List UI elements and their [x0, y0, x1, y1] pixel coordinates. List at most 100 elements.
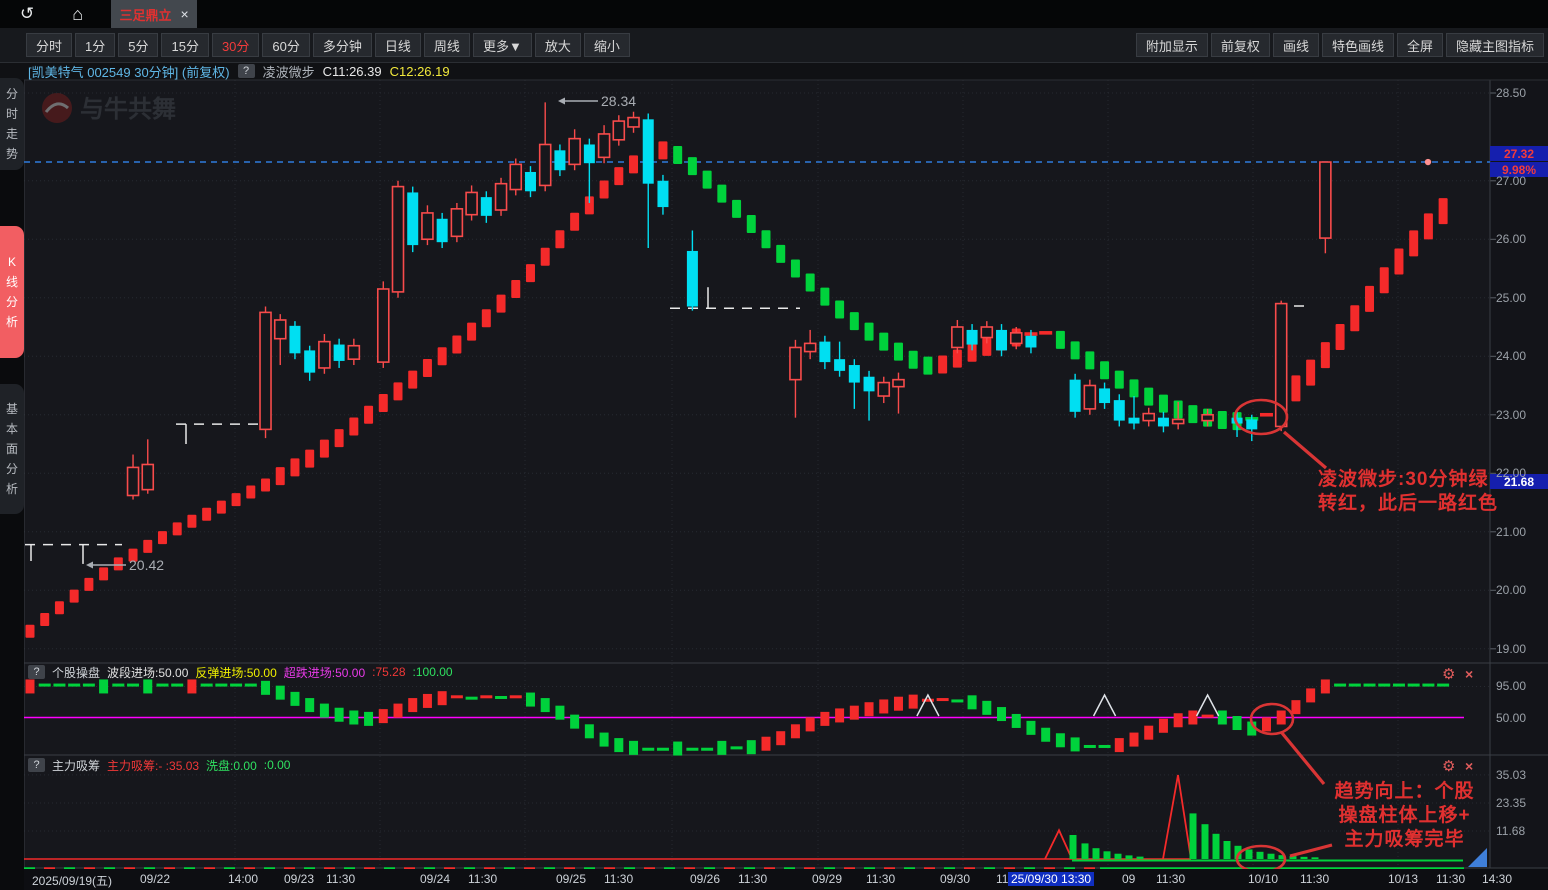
panel-field-p2-1: 洗盘:0.00	[206, 758, 257, 773]
period-button-缩小[interactable]: 缩小	[583, 33, 630, 57]
price-tick-label: 22.00	[1496, 466, 1527, 481]
svg-text:与牛共舞: 与牛共舞	[80, 96, 176, 123]
time-label: 10/10	[1248, 872, 1279, 886]
panel1-axis-label: 50.00	[1496, 710, 1527, 725]
period-button-放大[interactable]: 放大	[534, 33, 581, 57]
tool-button-隐藏主图指标[interactable]: 隐藏主图指标	[1445, 33, 1544, 57]
panel1-settings-gear-icon[interactable]: ⚙	[1442, 666, 1456, 683]
panel-field-p1-1: 反弹进场:50.00	[195, 665, 277, 680]
tool-button-特色画线[interactable]: 特色画线	[1321, 33, 1394, 57]
tool-buttons: 附加显示 前复权 画线 特色画线 全屏 隐藏主图指标	[1135, 33, 1544, 57]
panel-field-p1-2: 超跌进场:50.00	[283, 665, 366, 680]
tab-close-icon[interactable]: ×	[180, 6, 189, 22]
time-label: 09/29	[812, 872, 843, 886]
close-value-2: C12:26.19	[389, 63, 450, 79]
period-button-周线[interactable]: 周线	[423, 33, 470, 57]
time-label: 09/24	[420, 872, 451, 886]
price-tick-label: 26.00	[1496, 232, 1527, 247]
time-label: 10/13	[1388, 872, 1419, 886]
period-button-30分[interactable]: 30分	[211, 33, 260, 57]
panel1-header: ? 个股操盘 波段进场:50.00 反弹进场:50.00 超跌进场:50.00:75…	[28, 664, 453, 680]
time-label: 09/23	[284, 872, 315, 886]
panel2-help-icon[interactable]: ?	[28, 758, 45, 772]
time-label-highlighted: 25/09/30 13:30	[1008, 872, 1095, 886]
current-price-tag: 27.32	[1490, 146, 1548, 161]
home-icon[interactable]: ⌂	[72, 4, 84, 24]
panel2-axis-label: 35.03	[1496, 767, 1527, 782]
time-label: 09/30	[940, 872, 971, 886]
panel2-title: 主力吸筹	[52, 758, 101, 773]
time-label: 11:30	[1436, 872, 1466, 886]
info-bar: [凯美特气 002549 30分钟] (前复权) ? 凌波微步 C11:26.3…	[0, 62, 1548, 80]
time-label: 09/26	[690, 872, 721, 886]
period-button-60分[interactable]: 60分	[262, 33, 310, 57]
panel-field-p2-2: :0.00	[263, 758, 291, 772]
back-icon[interactable]: ↺	[20, 4, 35, 23]
price-tick-label: 28.50	[1496, 86, 1527, 100]
change-percent-tag: 9.98%	[1490, 162, 1548, 177]
price-tick-label: 24.00	[1496, 349, 1527, 364]
panel1-help-icon[interactable]: ?	[28, 665, 45, 679]
stock-symbol: [凯美特气 002549 30分钟] (前复权)	[28, 64, 230, 80]
period-buttons: 分时 1分 5分 15分 30分 60分 多分钟 日线 周线 更多▼ 放大 缩小	[26, 33, 630, 57]
panel-annotation: 趋势向上：个股 操盘柱体上移+ 主力吸筹完毕	[1334, 781, 1475, 850]
panel2-settings-gear-icon[interactable]: ⚙	[1442, 758, 1456, 775]
price-tick-label: 23.00	[1496, 407, 1527, 422]
tool-button-附加显示[interactable]: 附加显示	[1135, 33, 1208, 57]
toolbar: 分时 1分 5分 15分 30分 60分 多分钟 日线 周线 更多▼ 放大 缩小 附加显示 前复权 画线特…	[0, 28, 1548, 63]
tab-sanzudingli[interactable]: 三足鼎立 ×	[111, 0, 198, 28]
tab-title: 三足鼎立	[119, 7, 172, 23]
period-button-分时[interactable]: 分时	[26, 33, 73, 57]
time-label: 11:30	[738, 872, 768, 886]
period-button-1分[interactable]: 1分	[75, 33, 116, 57]
panel1-title: 个股操盘	[52, 665, 101, 680]
panel-field-p1-4: :100.00	[412, 665, 453, 679]
panel2-axis-label: 11.68	[1496, 823, 1526, 838]
time-label: 11:30	[468, 872, 498, 886]
sidebar-tab-基本面分析[interactable]: 基本面分析	[0, 384, 24, 514]
tool-button-前复权[interactable]: 前复权	[1210, 33, 1270, 57]
panel2-close-icon[interactable]: ×	[1465, 758, 1474, 774]
period-button-更多▼[interactable]: 更多▼	[472, 33, 532, 57]
time-label: 14:00	[228, 872, 259, 886]
time-label: 09/22	[140, 872, 171, 886]
panel-field-p2-0: 主力吸筹:- :35.03	[107, 758, 200, 773]
time-label: 11:30	[1300, 872, 1330, 886]
price-tick-label: 21.00	[1496, 524, 1527, 539]
time-label: 2025/09/19(五)	[32, 874, 113, 888]
tool-button-画线[interactable]: 画线	[1272, 33, 1319, 57]
main-chart-annotation: 凌波微步:30分钟绿 转红，此后一路红色	[1318, 469, 1499, 514]
time-label: 09/25	[556, 872, 587, 886]
period-button-15分[interactable]: 15分	[161, 33, 209, 57]
svg-text:20.42: 20.42	[129, 557, 164, 573]
close-value-1: C11:26.39	[322, 63, 382, 79]
price-tick-label: 27.00	[1496, 173, 1527, 188]
time-label: 14:30	[1482, 872, 1513, 886]
panel1-close-icon[interactable]: ×	[1465, 666, 1474, 682]
panel1-axis-label: 95.00	[1496, 679, 1527, 694]
price-tick-label: 19.00	[1496, 641, 1527, 656]
period-button-日线[interactable]: 日线	[374, 33, 421, 57]
time-axis: 2025/09/19(五) 09/22 14:00 09/23 11:30 09/24 11…	[0, 869, 1548, 890]
help-icon[interactable]: ?	[237, 64, 255, 78]
sidebar-tab-分时走势[interactable]: 分时走势	[0, 78, 24, 170]
svg-text:28.34: 28.34	[601, 93, 636, 109]
time-label: 11:30	[1156, 872, 1186, 886]
watermark-logo: 与牛共舞	[42, 93, 176, 123]
panel2-header: ? 主力吸筹 主力吸筹:- :35.03 洗盘:0.00 :0.00	[28, 757, 290, 773]
low-marker: 20.42	[86, 557, 164, 573]
panel-field-p1-3: :75.28	[372, 665, 406, 679]
period-button-5分[interactable]: 5分	[118, 33, 159, 57]
time-label: 11:30	[866, 872, 896, 886]
panel2-axis-label: 23.35	[1496, 795, 1527, 810]
high-marker: 28.34	[558, 93, 636, 109]
panel-resize-handle	[1468, 848, 1487, 867]
indicator-name: 凌波微步	[262, 64, 315, 80]
period-button-多分钟[interactable]: 多分钟	[312, 33, 372, 57]
time-label: 11:30	[604, 872, 634, 886]
tool-button-全屏[interactable]: 全屏	[1396, 33, 1443, 57]
time-label: 09	[1122, 872, 1136, 886]
